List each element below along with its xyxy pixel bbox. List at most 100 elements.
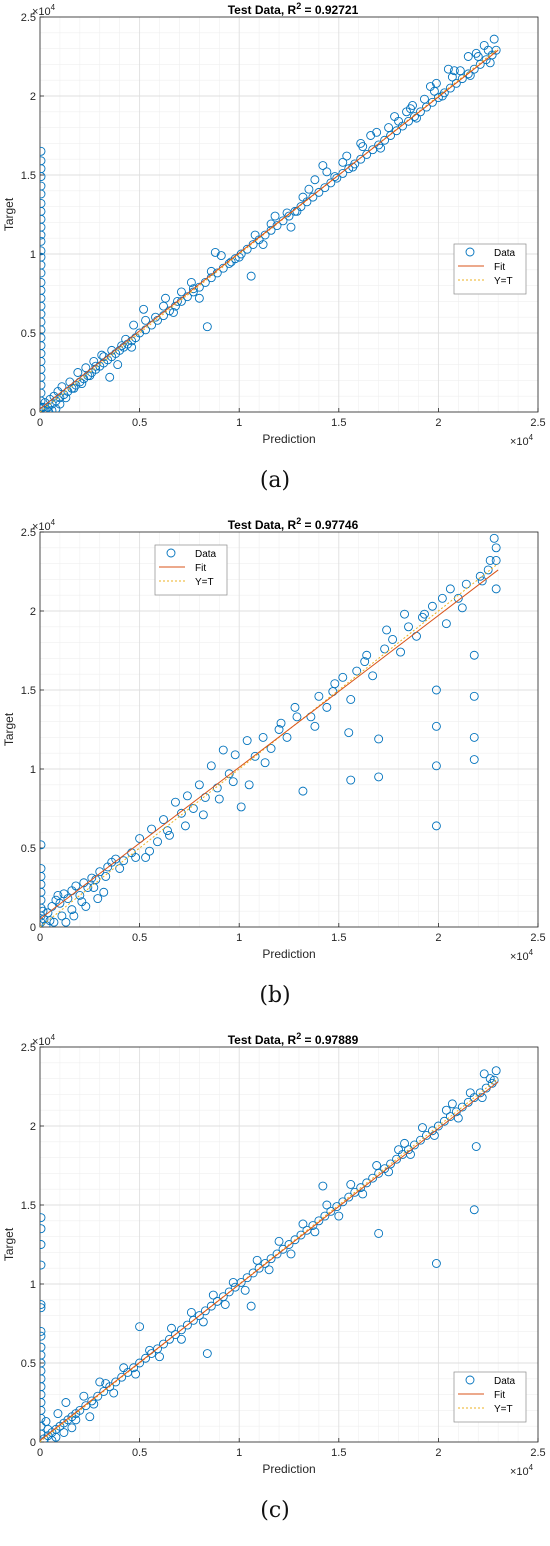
x-tick-label: 2.5 <box>530 1447 545 1459</box>
data-point <box>431 78 441 88</box>
data-point <box>298 1219 308 1229</box>
data-point <box>330 172 340 182</box>
data-point <box>326 178 336 188</box>
data-point <box>292 712 302 722</box>
chart-title: Test Data, R2 = 0.97746 <box>228 516 359 532</box>
data-point <box>380 135 390 145</box>
data-point <box>447 1099 457 1109</box>
chart-title: Test Data, R2 = 0.92721 <box>228 1 359 17</box>
data-point <box>384 123 394 133</box>
data-point <box>258 732 268 742</box>
data-point <box>47 405 57 412</box>
data-point <box>346 775 356 785</box>
data-point <box>392 126 402 136</box>
data-point <box>159 815 168 825</box>
data-point <box>145 846 155 856</box>
data-point <box>41 1417 51 1426</box>
y-tick-label: 0 <box>30 407 36 419</box>
data-point <box>491 584 501 594</box>
data-point <box>404 622 413 632</box>
legend-box <box>453 243 527 295</box>
data-point <box>40 246 46 256</box>
data-point <box>61 393 71 403</box>
data-point <box>489 533 499 543</box>
data-point <box>491 1066 501 1076</box>
legend: Data Fit Y=T <box>154 544 228 596</box>
data-point <box>165 1334 174 1344</box>
data-point <box>40 1331 46 1341</box>
data-point <box>463 52 473 61</box>
data-point <box>298 192 308 202</box>
data-point <box>176 1334 186 1344</box>
data-point <box>93 1391 103 1401</box>
data-point <box>258 240 268 249</box>
y-tick-label: 2 <box>30 606 36 618</box>
data-point <box>471 48 481 58</box>
data-point <box>310 1227 320 1237</box>
data-point <box>121 334 131 344</box>
data-point <box>260 1259 270 1268</box>
y-axis-label: Target <box>2 1227 16 1261</box>
data-point <box>318 1181 328 1191</box>
x-exponent-power: 4 <box>529 948 534 957</box>
data-point <box>40 1429 46 1439</box>
data-point <box>362 1178 372 1188</box>
scatter-plot: 0 0.5 1 1.5 2 2.500.511.522.5×104×104Predicti… <box>2 1031 546 1478</box>
data-point <box>40 146 46 156</box>
y-exponent-power: 4 <box>51 3 56 12</box>
data-point <box>483 45 493 55</box>
x-tick-label: 1.5 <box>331 932 346 944</box>
data-point <box>344 164 354 174</box>
y-tick-label: 0.5 <box>21 843 36 855</box>
data-points <box>40 1066 501 1442</box>
data-point <box>101 1379 111 1388</box>
data-point <box>40 1213 46 1223</box>
data-point <box>469 1205 479 1215</box>
y-tick-label: 2.5 <box>21 527 36 539</box>
data-point <box>95 1377 105 1387</box>
x-tick-label: 1.5 <box>331 1447 346 1459</box>
data-point <box>437 593 447 603</box>
data-point <box>186 277 196 287</box>
data-point <box>40 268 46 278</box>
x-tick-label: 0.5 <box>132 417 147 429</box>
data-point <box>356 154 366 164</box>
data-point <box>344 728 354 738</box>
data-point <box>380 644 390 654</box>
data-point <box>394 1145 404 1155</box>
data-point <box>332 173 342 183</box>
data-point <box>388 634 398 644</box>
data-point <box>167 1323 176 1333</box>
y-equals-t-line <box>40 48 499 412</box>
data-point <box>374 734 384 744</box>
data-point <box>131 1369 141 1379</box>
data-point <box>220 1300 230 1309</box>
data-point <box>266 744 276 753</box>
legend-marker-data <box>465 1375 475 1385</box>
chart-title: Test Data, R2 = 0.97889 <box>228 1031 359 1047</box>
data-point <box>171 797 180 807</box>
data-point <box>346 1180 356 1189</box>
title-text: Test Data, R <box>228 1033 297 1047</box>
data-point <box>372 1161 382 1170</box>
data-point <box>252 1255 262 1265</box>
data-point <box>218 745 228 755</box>
data-point <box>376 143 386 153</box>
data-point <box>356 1183 366 1193</box>
data-point <box>214 794 224 804</box>
y-equals-t-line <box>40 1078 499 1442</box>
data-point <box>40 230 46 240</box>
data-point <box>449 66 459 76</box>
data-point <box>410 1140 419 1150</box>
data-point <box>290 1235 300 1245</box>
data-point <box>244 780 254 790</box>
data-point <box>396 647 406 657</box>
data-point <box>129 320 139 330</box>
data-point <box>228 1277 238 1287</box>
data-point <box>194 1311 204 1321</box>
y-exponent-power: 4 <box>51 1033 56 1042</box>
fit-line <box>40 1081 499 1441</box>
x-tick-label: 1 <box>236 1447 242 1459</box>
data-point <box>246 1301 256 1311</box>
data-point <box>491 555 501 565</box>
